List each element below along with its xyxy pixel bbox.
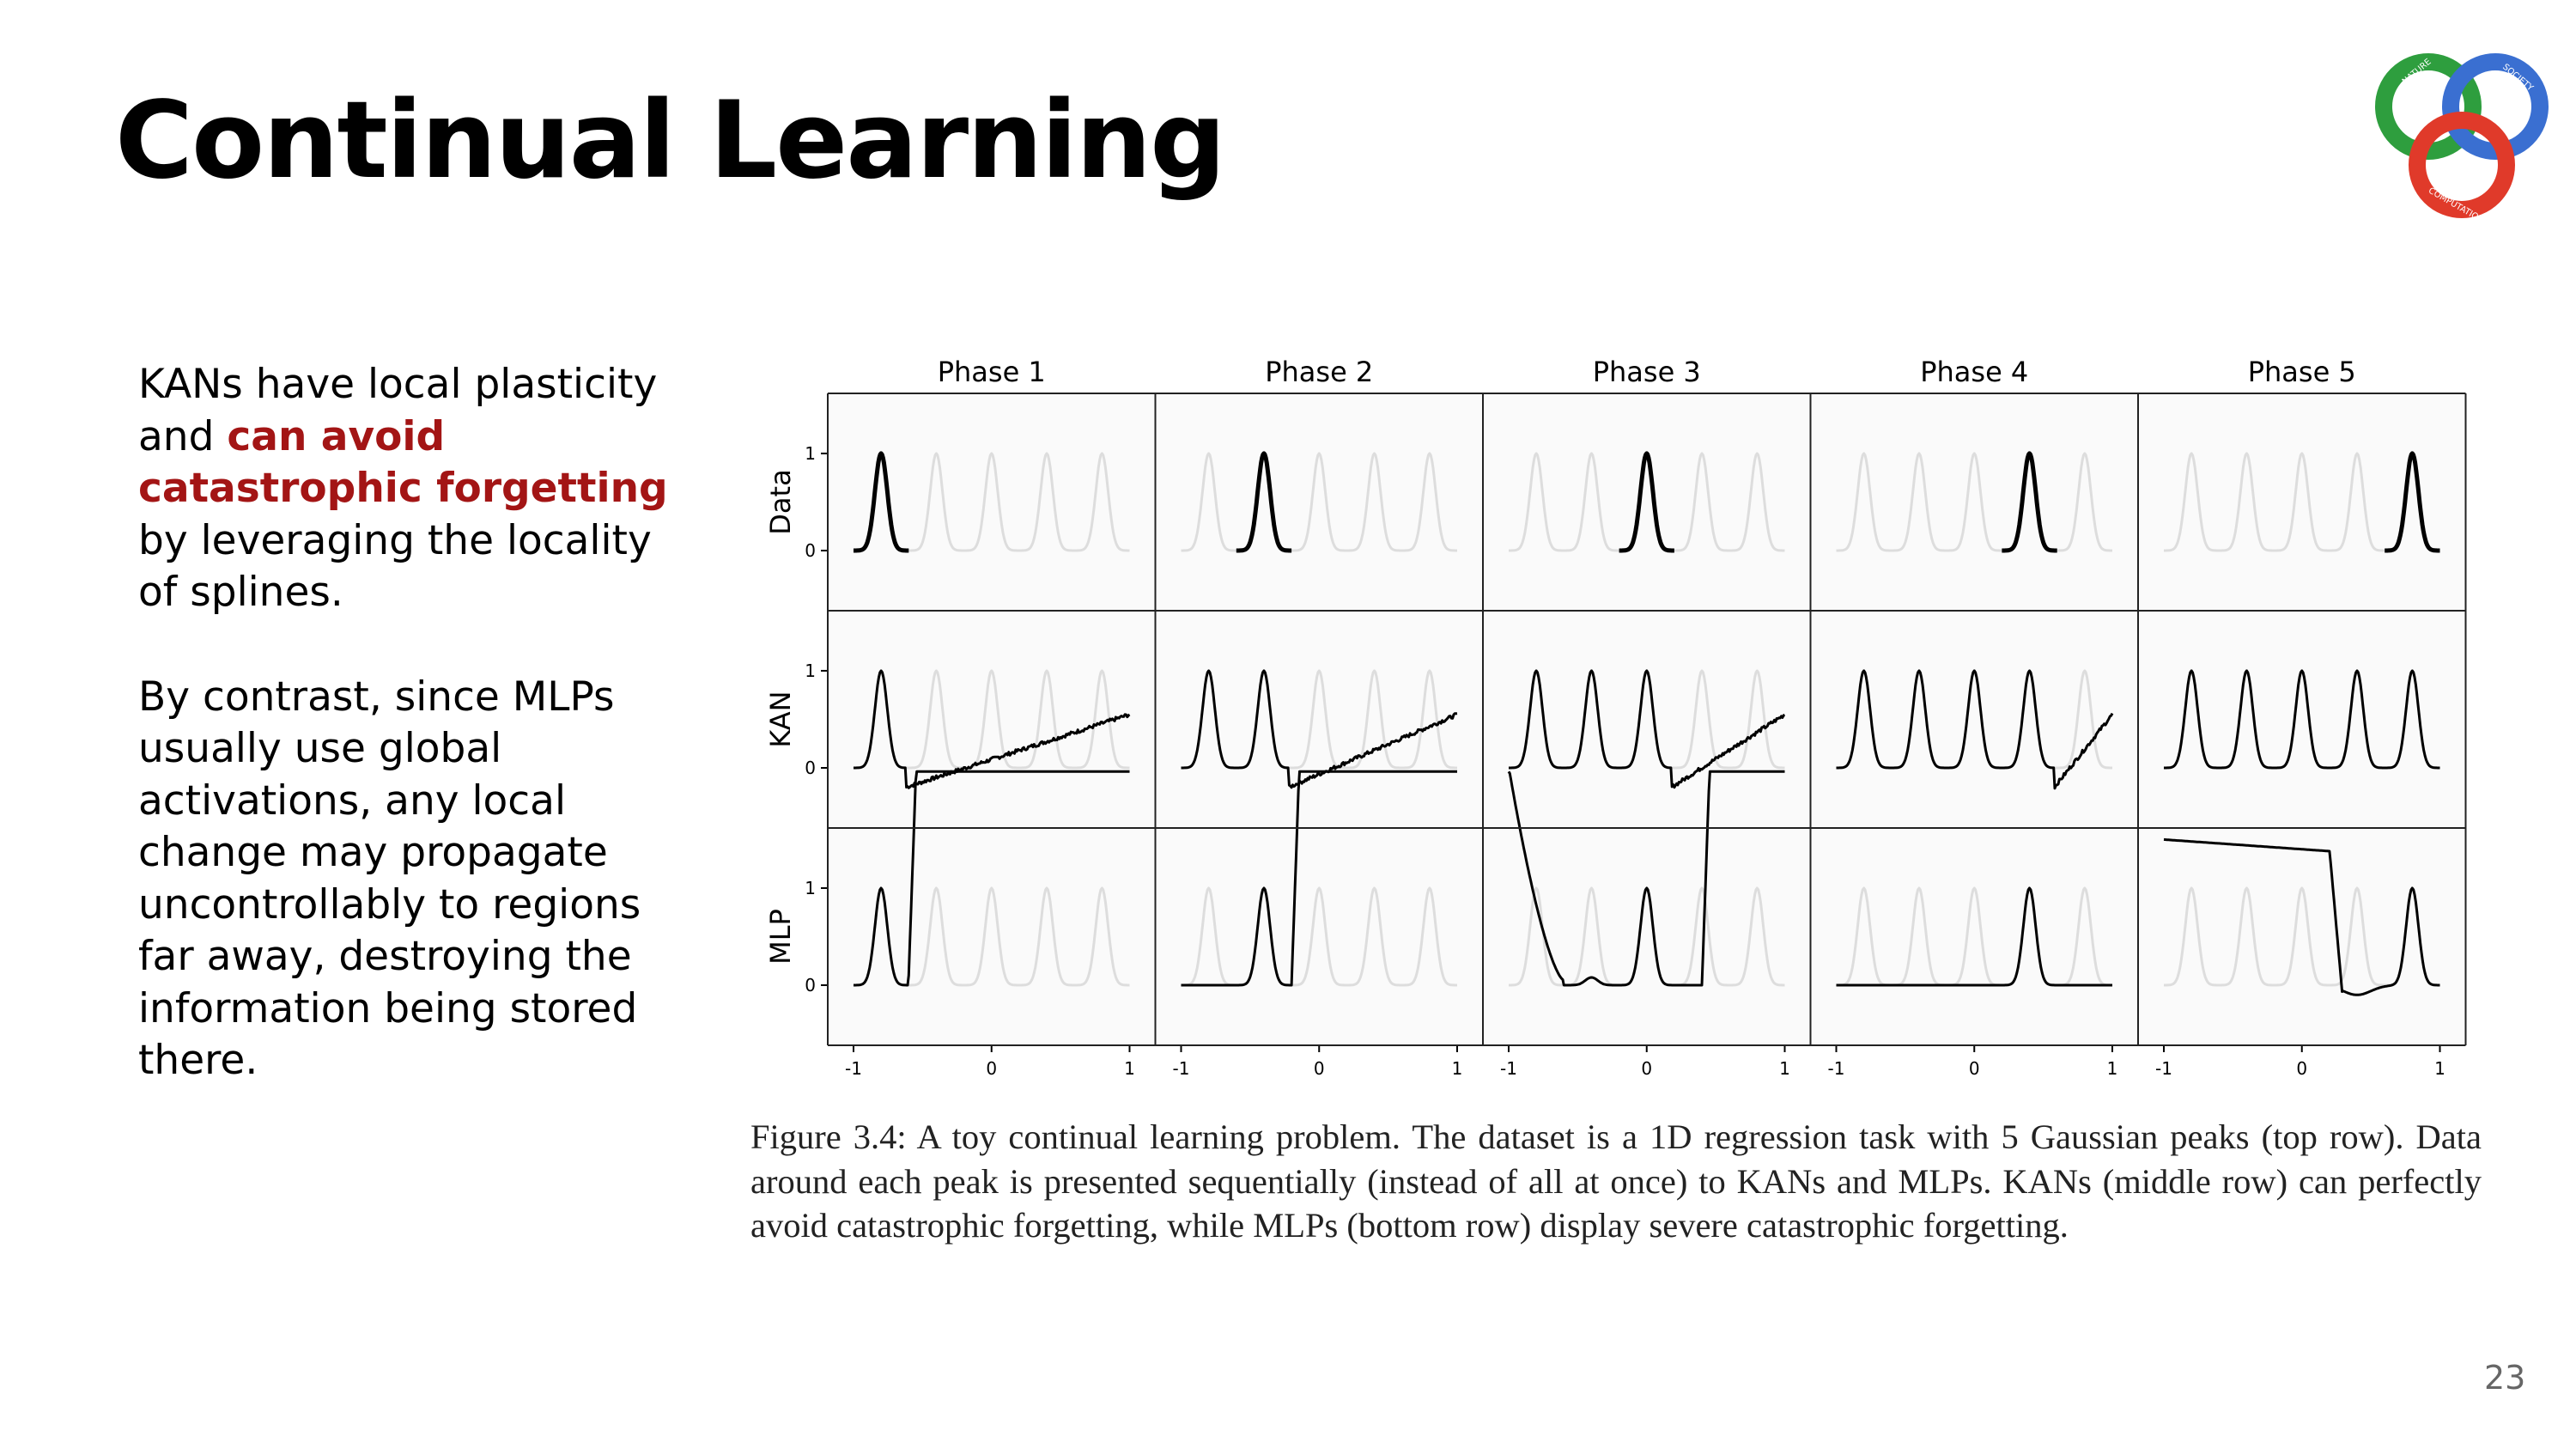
kan-curve-phase-2 — [1181, 669, 1458, 789]
kan-curve-phase-1 — [853, 669, 1131, 789]
x-tick-label: 1 — [2107, 1058, 2118, 1079]
figure-caption: Figure 3.4: A toy continual learning pro… — [750, 1117, 2482, 1245]
logo-ring-red — [2409, 112, 2515, 218]
slide-title: Continual Learning — [115, 79, 1226, 203]
x-tick-label: 0 — [1641, 1058, 1652, 1079]
mlp-curve-phase-5 — [2163, 837, 2440, 996]
nature-society-computation-logo: NATURE SOCIETY COMPUTATION — [2375, 53, 2549, 225]
x-tick-label: 0 — [1314, 1058, 1325, 1079]
x-tick-label: 1 — [1452, 1058, 1463, 1079]
x-tick-label: 1 — [1124, 1058, 1135, 1079]
y-tick-label: 0 — [805, 540, 816, 561]
x-tick-label: -1 — [845, 1058, 862, 1079]
data-peak-phase-1 — [852, 451, 910, 553]
data-peak-phase-3 — [1618, 451, 1676, 553]
data-peak-phase-4 — [2001, 451, 2059, 553]
row-label: MLP — [764, 909, 797, 965]
x-tick-label: 0 — [2296, 1058, 2307, 1079]
x-tick-label: 0 — [986, 1058, 997, 1079]
y-tick-label: 1 — [805, 443, 816, 464]
y-tick-label: 1 — [805, 661, 816, 681]
mlp-curve-phase-1 — [853, 770, 1130, 987]
mlp-curve-phase-3 — [1507, 770, 1785, 987]
x-tick-label: 1 — [2434, 1058, 2445, 1079]
data-peak-phase-2 — [1235, 451, 1293, 553]
x-tick-label: -1 — [1828, 1058, 1845, 1079]
row-label: Data — [764, 469, 797, 534]
x-tick-label: -1 — [1173, 1058, 1190, 1079]
data-peak-phase-5 — [2383, 451, 2441, 553]
ghost-curve — [1181, 452, 1458, 552]
highlight-text: can avoid catastrophic forgetting — [138, 412, 668, 513]
paragraph-mlp: By contrast, since MLPs usually use glob… — [138, 673, 641, 1085]
x-tick-label: -1 — [1500, 1058, 1517, 1079]
phase-title: Phase 4 — [1920, 356, 2028, 388]
row-label: KAN — [764, 691, 797, 747]
p1-pre: KANs have local plasticity and — [138, 361, 658, 460]
phase-title: Phase 5 — [2248, 356, 2356, 388]
y-tick-label: 0 — [805, 758, 816, 778]
p1-post: by leveraging the locality of splines. — [138, 516, 652, 617]
y-tick-label: 0 — [805, 975, 816, 995]
y-tick-label: 1 — [805, 878, 816, 898]
phase-title: Phase 2 — [1265, 356, 1373, 388]
kan-curve-phase-4 — [1836, 669, 2114, 790]
continual-learning-figure: Phase 1 -1 0 1 Phase 2 -1 0 1 Phase 3 -1 0 1 Phase 4… — [764, 356, 2467, 1079]
ghost-curve — [1836, 452, 2113, 552]
mlp-curve-phase-2 — [1181, 770, 1458, 987]
body-text: KANs have local plasticity and can avoid… — [138, 359, 688, 1140]
x-tick-label: 0 — [1969, 1058, 1980, 1079]
phase-title: Phase 3 — [1593, 356, 1701, 388]
figure-background — [828, 393, 2466, 1045]
page-number: 23 — [2484, 1359, 2526, 1397]
mlp-curve-phase-4 — [1836, 886, 2113, 987]
x-tick-label: 1 — [1779, 1058, 1790, 1079]
kan-curve-phase-3 — [1508, 669, 1786, 789]
paragraph-kan: KANs have local plasticity and can avoid… — [138, 359, 688, 619]
x-tick-label: -1 — [2155, 1058, 2172, 1079]
phase-title: Phase 1 — [938, 356, 1046, 388]
kan-curve-phase-5 — [2163, 669, 2440, 770]
